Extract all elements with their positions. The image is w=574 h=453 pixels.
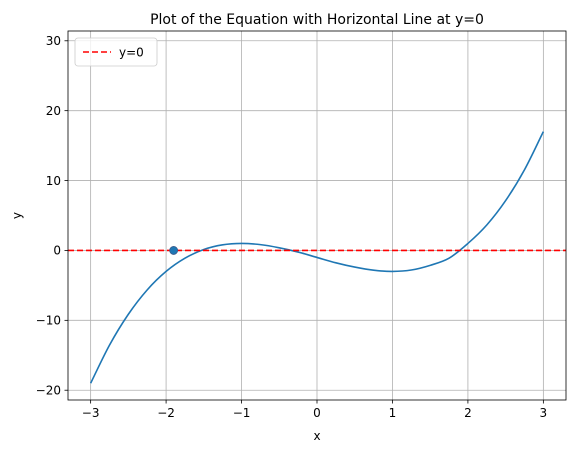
axes-frame [67,30,567,401]
y-axis-label: y [10,212,24,219]
plot-area [68,131,566,384]
x-tick-label: −2 [157,406,175,420]
y-tick-label: −20 [36,384,61,398]
y-tick-label: 0 [53,244,61,258]
y-tick-label: 30 [46,34,61,48]
legend-label: y=0 [119,45,144,59]
x-axis-label: x [313,429,320,443]
legend: y=0 [74,37,158,67]
x-tick-label: −1 [233,406,251,420]
y-tick-label: 10 [46,174,61,188]
legend-box [74,37,158,67]
root-point [169,246,179,255]
x-tick-label: 3 [540,406,548,420]
y-tick-label: −10 [36,314,61,328]
chart-title: Plot of the Equation with Horizontal Lin… [150,12,484,28]
y-tick-label: 20 [46,104,61,118]
x-tick-label: −3 [82,406,100,420]
curve-line [89,131,545,384]
x-tick-label: 0 [313,406,321,420]
x-tick-label: 1 [389,406,397,420]
x-tick-label: 2 [464,406,472,420]
